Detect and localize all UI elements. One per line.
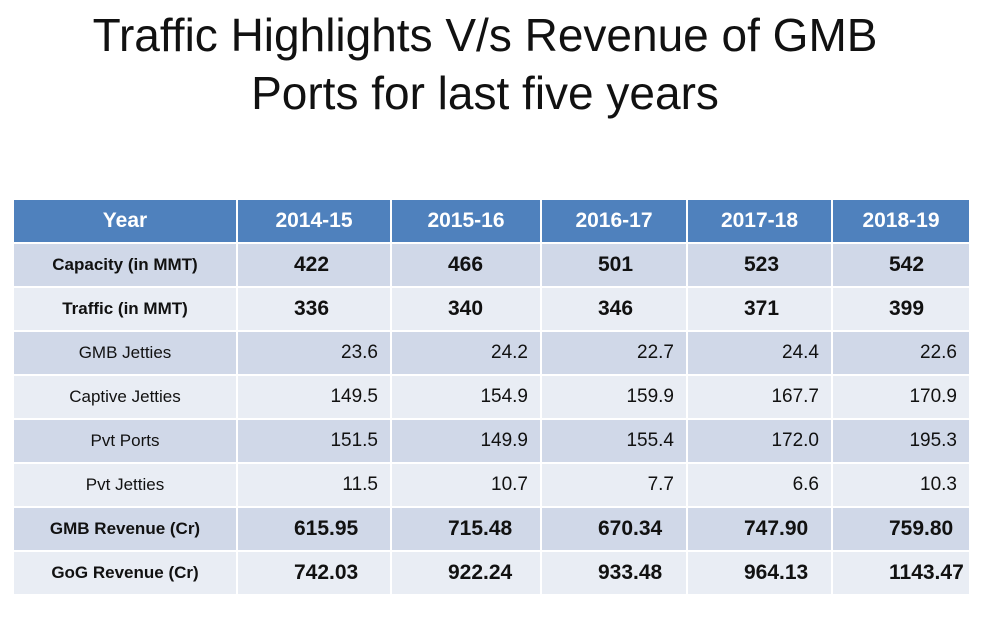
header-cell-2017-18: 2017-18 [688, 200, 833, 244]
page-title: Traffic Highlights V/s Revenue of GMB Po… [0, 6, 970, 122]
row-label-captive-jetties: Captive Jetties [14, 376, 238, 420]
table-cell: 340 [392, 288, 542, 332]
row-label-gmb-revenue: GMB Revenue (Cr) [14, 508, 238, 552]
title-line-2: Ports for last five years [251, 67, 719, 119]
header-cell-2016-17: 2016-17 [542, 200, 688, 244]
row-label-traffic: Traffic (in MMT) [14, 288, 238, 332]
table-cell: 715.48 [392, 508, 542, 552]
table-cell: 346 [542, 288, 688, 332]
table-cell: 371 [688, 288, 833, 332]
table-row: GoG Revenue (Cr) 742.03 922.24 933.48 96… [14, 552, 969, 596]
table-cell: 523 [688, 244, 833, 288]
table-cell: 1143.47 [833, 552, 969, 596]
table-cell: 11.5 [238, 464, 392, 508]
table-cell: 759.80 [833, 508, 969, 552]
table-row: Traffic (in MMT) 336 340 346 371 399 [14, 288, 969, 332]
header-cell-2014-15: 2014-15 [238, 200, 392, 244]
table-row: Capacity (in MMT) 422 466 501 523 542 [14, 244, 969, 288]
table-cell: 422 [238, 244, 392, 288]
traffic-revenue-table: Year 2014-15 2015-16 2016-17 2017-18 201… [14, 200, 969, 596]
table-cell: 399 [833, 288, 969, 332]
row-label-gmb-jetties: GMB Jetties [14, 332, 238, 376]
row-label-pvt-ports: Pvt Ports [14, 420, 238, 464]
table-cell: 149.9 [392, 420, 542, 464]
table-row: Captive Jetties 149.5 154.9 159.9 167.7 … [14, 376, 969, 420]
table-cell: 670.34 [542, 508, 688, 552]
table-cell: 155.4 [542, 420, 688, 464]
table-cell: 7.7 [542, 464, 688, 508]
table-cell: 501 [542, 244, 688, 288]
table-cell: 615.95 [238, 508, 392, 552]
table-cell: 542 [833, 244, 969, 288]
table-body: Capacity (in MMT) 422 466 501 523 542 Tr… [14, 244, 969, 596]
table-header: Year 2014-15 2015-16 2016-17 2017-18 201… [14, 200, 969, 244]
title-line-1: Traffic Highlights V/s Revenue of GMB [92, 9, 878, 61]
row-label-pvt-jetties: Pvt Jetties [14, 464, 238, 508]
row-label-capacity: Capacity (in MMT) [14, 244, 238, 288]
table-cell: 10.7 [392, 464, 542, 508]
table-row: Pvt Ports 151.5 149.9 155.4 172.0 195.3 [14, 420, 969, 464]
table-cell: 170.9 [833, 376, 969, 420]
header-cell-2018-19: 2018-19 [833, 200, 969, 244]
table-cell: 742.03 [238, 552, 392, 596]
table-row: GMB Jetties 23.6 24.2 22.7 24.4 22.6 [14, 332, 969, 376]
table-cell: 24.2 [392, 332, 542, 376]
table-cell: 10.3 [833, 464, 969, 508]
table-cell: 23.6 [238, 332, 392, 376]
table-row: Pvt Jetties 11.5 10.7 7.7 6.6 10.3 [14, 464, 969, 508]
table-cell: 154.9 [392, 376, 542, 420]
table-cell: 747.90 [688, 508, 833, 552]
header-cell-year: Year [14, 200, 238, 244]
table-cell: 336 [238, 288, 392, 332]
table-cell: 922.24 [392, 552, 542, 596]
table-row: GMB Revenue (Cr) 615.95 715.48 670.34 74… [14, 508, 969, 552]
table-cell: 151.5 [238, 420, 392, 464]
table-cell: 195.3 [833, 420, 969, 464]
table-cell: 167.7 [688, 376, 833, 420]
table-cell: 933.48 [542, 552, 688, 596]
table-cell: 466 [392, 244, 542, 288]
table-cell: 22.6 [833, 332, 969, 376]
header-row: Year 2014-15 2015-16 2016-17 2017-18 201… [14, 200, 969, 244]
table-cell: 22.7 [542, 332, 688, 376]
header-cell-2015-16: 2015-16 [392, 200, 542, 244]
table-cell: 149.5 [238, 376, 392, 420]
table-cell: 964.13 [688, 552, 833, 596]
table-cell: 159.9 [542, 376, 688, 420]
table-cell: 172.0 [688, 420, 833, 464]
table-cell: 24.4 [688, 332, 833, 376]
table-cell: 6.6 [688, 464, 833, 508]
row-label-gog-revenue: GoG Revenue (Cr) [14, 552, 238, 596]
